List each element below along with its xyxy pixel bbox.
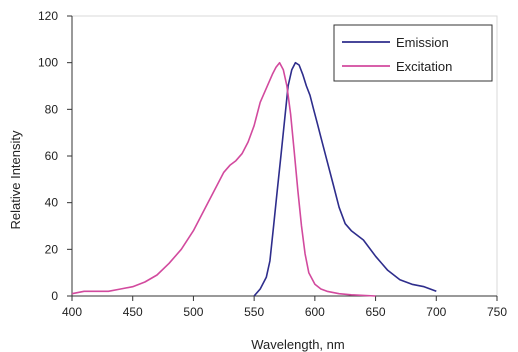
legend-label-excitation: Excitation: [396, 59, 452, 74]
y-axis-title: Relative Intensity: [8, 130, 23, 229]
series-line-excitation: [71, 61, 376, 297]
y-tick-label: 40: [45, 196, 59, 210]
y-tick-label: 80: [45, 102, 59, 116]
legend-label-emission: Emission: [396, 35, 449, 50]
x-tick-label: 550: [244, 305, 264, 319]
x-tick-label: 400: [62, 305, 82, 319]
x-tick-label: 750: [487, 305, 507, 319]
series-layer: [71, 61, 437, 297]
y-tick-label: 120: [38, 9, 58, 23]
y-tick-label: 60: [45, 149, 59, 163]
y-tick-label: 100: [38, 56, 58, 70]
x-tick-label: 700: [426, 305, 446, 319]
series-line-emission: [253, 61, 437, 297]
x-tick-label: 600: [305, 305, 325, 319]
x-tick-label: 650: [366, 305, 386, 319]
x-tick-label: 450: [123, 305, 143, 319]
x-axis-title: Wavelength, nm: [251, 337, 344, 352]
y-tick-label: 0: [51, 289, 58, 303]
legend: Emission Excitation: [333, 24, 493, 82]
x-tick-label: 500: [183, 305, 203, 319]
axes: 400 450 500 550 600 650 700 750 0 20 40 60 80 100 120: [38, 9, 507, 319]
y-tick-label: 20: [45, 242, 59, 256]
legend-box: [333, 24, 493, 82]
